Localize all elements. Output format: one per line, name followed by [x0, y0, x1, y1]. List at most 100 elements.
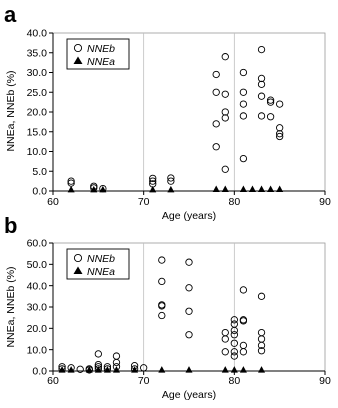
point-nneb: [266, 98, 275, 106]
point-nneb: [185, 307, 193, 315]
point-nneb: [239, 286, 248, 294]
point-nneb: [257, 292, 266, 300]
point-nneb: [76, 365, 84, 373]
legend-label-nnea: NNEa: [87, 56, 115, 68]
point-nneb: [230, 352, 238, 360]
point-nnea: [94, 366, 102, 373]
point-nnea: [90, 185, 98, 193]
point-nneb: [140, 364, 148, 372]
point-nnea: [221, 185, 229, 193]
x-tick-label: 70: [138, 375, 150, 387]
legend-marker-nnea: [73, 56, 83, 64]
y-tick-label: 0.0: [32, 186, 47, 198]
point-nnea: [58, 366, 66, 373]
y-tick-label: 20.0: [27, 107, 48, 119]
y-tick-label: 35.0: [27, 47, 48, 59]
point-nneb: [212, 88, 220, 96]
y-tick-label: 5.0: [32, 166, 47, 178]
y-tick-label: 10.0: [27, 146, 48, 158]
point-nneb: [167, 177, 175, 185]
point-nneb: [158, 311, 166, 320]
point-nnea: [131, 366, 139, 373]
point-nneb: [276, 132, 284, 141]
point-nnea: [248, 185, 256, 193]
x-tick-label: 80: [228, 196, 240, 208]
point-nneb: [221, 53, 229, 61]
point-nneb: [212, 120, 220, 128]
x-tick-label: 80: [228, 375, 240, 387]
point-nneb: [158, 277, 166, 286]
legend-label-nnea: NNEa: [87, 266, 115, 278]
point-nnea: [67, 366, 75, 373]
legend-marker-nneb: [73, 43, 83, 53]
point-nneb: [158, 302, 166, 310]
point-nneb: [185, 258, 193, 266]
point-nneb: [239, 317, 248, 325]
y-tick-label: 15.0: [27, 126, 48, 138]
x-tick-label: 90: [319, 375, 331, 387]
point-nneb: [212, 70, 220, 79]
point-nneb: [221, 90, 229, 98]
point-nneb: [221, 348, 229, 356]
point-nnea: [239, 366, 247, 373]
point-nneb: [266, 113, 275, 121]
legend-label-nneb: NNEb: [87, 253, 115, 265]
point-nneb: [257, 112, 266, 120]
y-tick-label: 30.0: [27, 67, 48, 79]
panel-a: a 0.0 5.0 10.0 15.0 20.0 25.0 30.0 35.0 40.0 60 70 8…: [4, 2, 331, 222]
x-axis-title: Age (years): [162, 210, 216, 222]
x-tick-label: 70: [138, 196, 150, 208]
point-nneb: [230, 348, 238, 356]
point-nneb: [185, 284, 193, 292]
point-nneb: [221, 335, 229, 343]
y-tick-label: 50.0: [27, 259, 48, 271]
point-nneb: [257, 80, 266, 89]
y-axis-title: NNEa, NNEb (%): [5, 70, 17, 151]
point-nneb: [257, 74, 266, 83]
point-nneb: [239, 348, 248, 356]
point-nneb: [257, 92, 266, 100]
point-nneb: [266, 96, 275, 104]
point-nnea: [149, 185, 157, 193]
point-nnea: [258, 366, 266, 373]
point-nneb: [221, 165, 229, 173]
point-nneb: [112, 358, 121, 367]
point-nnea: [258, 185, 266, 193]
point-nneb: [221, 108, 229, 116]
panel-b: b 0.0 10.0 20.0 30.0 40.0 50.0 60.0 60 70 80 90 Age …: [4, 213, 331, 401]
point-nnea: [239, 185, 247, 193]
point-nneb: [230, 326, 238, 335]
point-nneb: [239, 88, 248, 96]
point-nneb: [239, 112, 248, 120]
point-nneb: [276, 100, 284, 108]
point-nneb: [149, 174, 157, 183]
point-nneb: [67, 177, 75, 185]
point-nnea: [276, 185, 284, 193]
point-nneb: [94, 350, 102, 358]
point-nnea: [185, 366, 193, 373]
y-tick-label: 30.0: [27, 302, 48, 314]
point-nnea: [103, 366, 111, 373]
point-nnea: [85, 366, 93, 373]
point-nneb: [212, 143, 220, 151]
point-nneb: [221, 328, 229, 337]
y-tick-label: 25.0: [27, 87, 48, 99]
point-nnea: [221, 366, 229, 373]
x-tick-label: 90: [319, 196, 331, 208]
point-nneb: [230, 316, 238, 324]
panel-letter: a: [4, 2, 17, 27]
y-tick-label: 0.0: [32, 366, 47, 378]
y-tick-label: 60.0: [27, 238, 48, 250]
point-nneb: [158, 256, 166, 264]
point-nneb: [185, 331, 193, 339]
y-tick-label: 40.0: [27, 280, 48, 292]
point-nneb: [167, 174, 175, 182]
point-nneb: [239, 100, 248, 108]
x-tick-label: 60: [47, 375, 59, 387]
point-nneb: [276, 130, 284, 138]
point-nneb: [257, 45, 266, 54]
y-tick-label: 40.0: [27, 28, 48, 40]
point-nneb: [257, 341, 266, 350]
